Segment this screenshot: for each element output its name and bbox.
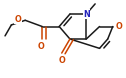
Text: O: O (15, 15, 21, 24)
Text: O: O (115, 22, 122, 31)
Text: N: N (83, 10, 90, 19)
Text: O: O (58, 56, 65, 65)
Text: O: O (38, 42, 44, 51)
